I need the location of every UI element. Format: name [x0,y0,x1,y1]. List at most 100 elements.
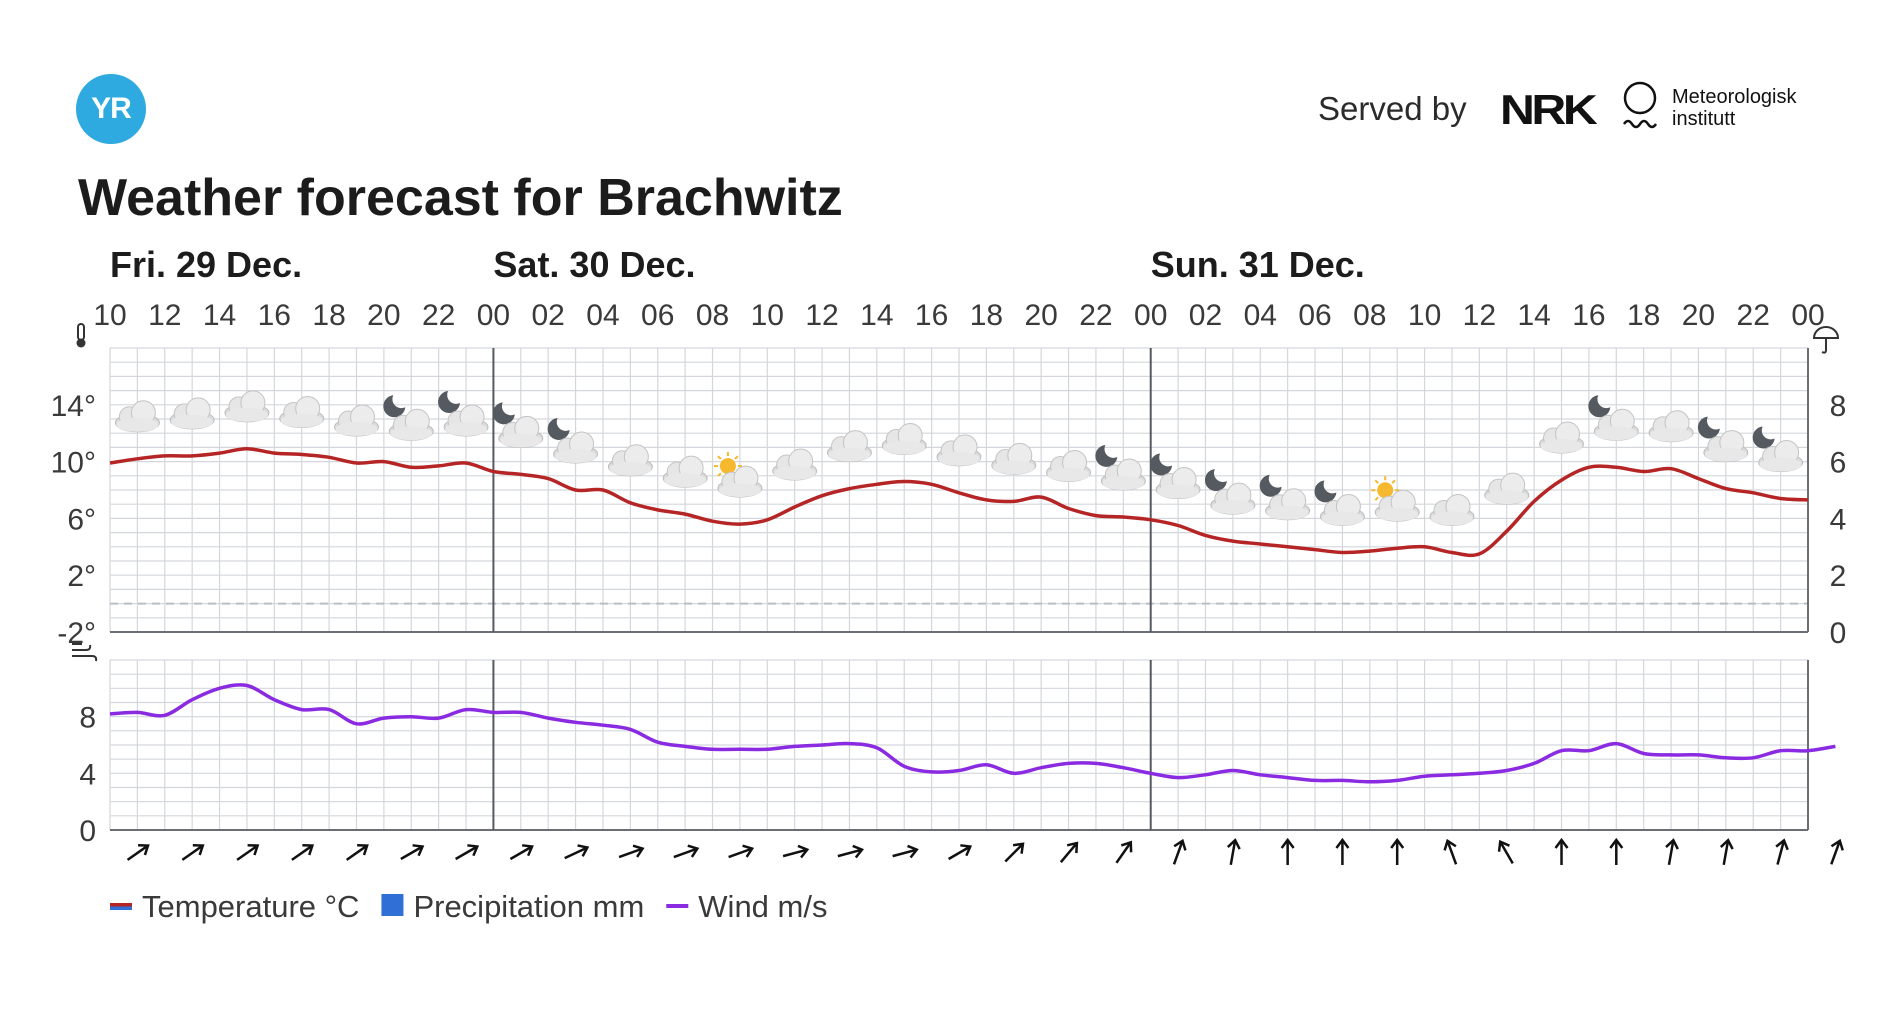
wind-arrow-icon [1115,840,1133,864]
hour-tick-label: 18 [970,299,1003,332]
wind-arrow-icon [1335,837,1350,865]
cloud-icon [1539,421,1585,454]
hour-tick-label: 12 [805,299,838,332]
wind-arrow-icon [1059,841,1079,863]
wind-tick-label: 4 [79,758,96,791]
cloud-icon [826,430,872,463]
cloud-icon [607,444,653,477]
hour-tick-label: 20 [1024,299,1057,332]
cloud-moon-icon [1752,426,1804,473]
wind-arrow-icon [673,844,700,859]
temperature-tick-label: 2° [67,560,96,593]
legend-swatch-temperature [110,903,132,907]
wind-arrow-icon [564,844,590,860]
cloud-icon [1648,410,1694,443]
wind-arrow-icon [455,844,480,861]
hour-tick-label: 14 [203,299,236,332]
met-name-line1: Meteorologisk [1672,86,1797,108]
precipitation-tick-label: 8 [1830,390,1847,423]
cloud-sun-icon [713,452,763,498]
nrk-logo[interactable]: NRK [1500,86,1598,133]
cloud-icon [169,397,215,430]
hour-tick-label: 14 [1517,299,1550,332]
met-institute-name[interactable]: Meteorologisk institutt [1672,86,1797,130]
yr-logo-text: YR [91,92,132,125]
thermometer-icon [76,323,86,348]
cloud-icon [224,390,270,423]
wind-arrow-icon [1665,838,1679,866]
hour-tick-label: 20 [367,299,400,332]
hour-tick-label: 00 [1791,299,1824,332]
wind-arrow-icon [181,843,205,861]
cloud-icon [662,455,708,488]
yr-logo[interactable]: YR [76,74,146,144]
temperature-line [109,447,1809,558]
precipitation-tick-label: 4 [1830,503,1847,536]
cloud-moon-icon [1259,474,1311,521]
cloud-sun-icon [1371,476,1420,522]
day-label: Sat. 30 Dec. [493,244,695,285]
chart-legend: Temperature °C Precipitation mm Wind m/s [110,889,827,924]
wind-line [109,683,1836,784]
wind-arrow-icon [1830,838,1844,865]
hour-tick-label: 00 [1134,299,1167,332]
cloud-icon [1429,493,1475,526]
wind-arrow-icon [236,843,260,861]
wind-arrow-icon [947,844,973,861]
hour-tick-label: 10 [93,299,126,332]
hour-tick-label: 20 [1682,299,1715,332]
wind-arrow-icon [400,844,425,861]
cloud-moon-icon [492,402,544,448]
hour-tick-label: 22 [422,299,455,332]
wind-arrow-icon [1390,837,1405,865]
hour-tick-label: 08 [696,299,729,332]
day-label: Sun. 31 Dec. [1151,244,1365,285]
cloud-moon-icon [383,395,434,441]
wind-icon [72,643,98,662]
umbrella-icon [1812,326,1840,354]
cloud-icon [1484,472,1530,505]
hour-tick-label: 18 [312,299,345,332]
cloud-icon [772,448,818,481]
cloud-icon [279,396,325,428]
cloud-moon-icon [1314,480,1365,526]
wind-arrow-icon [1719,838,1734,866]
cloud-icon [936,434,982,467]
cloud-icon [333,404,379,437]
wind-arrow-icon [1172,838,1187,865]
wind-arrow-icon [126,843,150,861]
cloud-icon [1046,449,1092,482]
hour-tick-label: 06 [1298,299,1331,332]
legend-swatch-temperature-cold [110,906,132,910]
cloud-moon-icon [547,418,599,464]
wind-arrow-icon [892,844,919,859]
met-name-line2: institutt [1672,108,1736,130]
hour-tick-label: 10 [1408,299,1441,332]
temperature-tick-label: 14° [51,390,96,423]
wind-tick-label: 8 [79,702,96,735]
hour-tick-label: 22 [1737,299,1770,332]
cloud-moon-icon [1204,469,1256,515]
hour-tick-label: 14 [860,299,893,332]
legend-label: Precipitation mm [413,889,644,924]
hour-tick-label: 16 [1572,299,1605,332]
legend-swatch-wind [666,904,689,908]
hour-tick-label: 04 [586,299,619,332]
wind-arrow-icon [1443,838,1458,865]
hour-tick-label: 10 [751,299,784,332]
hour-tick-label: 18 [1627,299,1660,332]
hour-tick-label: 12 [148,299,181,332]
hour-tick-label: 16 [258,299,291,332]
chart-lines [109,447,1836,784]
wind-tick-label: 0 [79,815,96,848]
cloud-moon-icon [1095,444,1146,491]
page-title: Weather forecast for Brachwitz [78,169,843,227]
wind-arrow-icon [1554,837,1569,865]
wind-arrow-icon [291,843,315,861]
precipitation-tick-label: 0 [1830,617,1847,650]
wind-arrow-icon [728,844,755,859]
hour-tick-label: 06 [641,299,674,332]
cloud-icon [881,422,927,455]
cloud-moon-icon [1697,416,1749,463]
